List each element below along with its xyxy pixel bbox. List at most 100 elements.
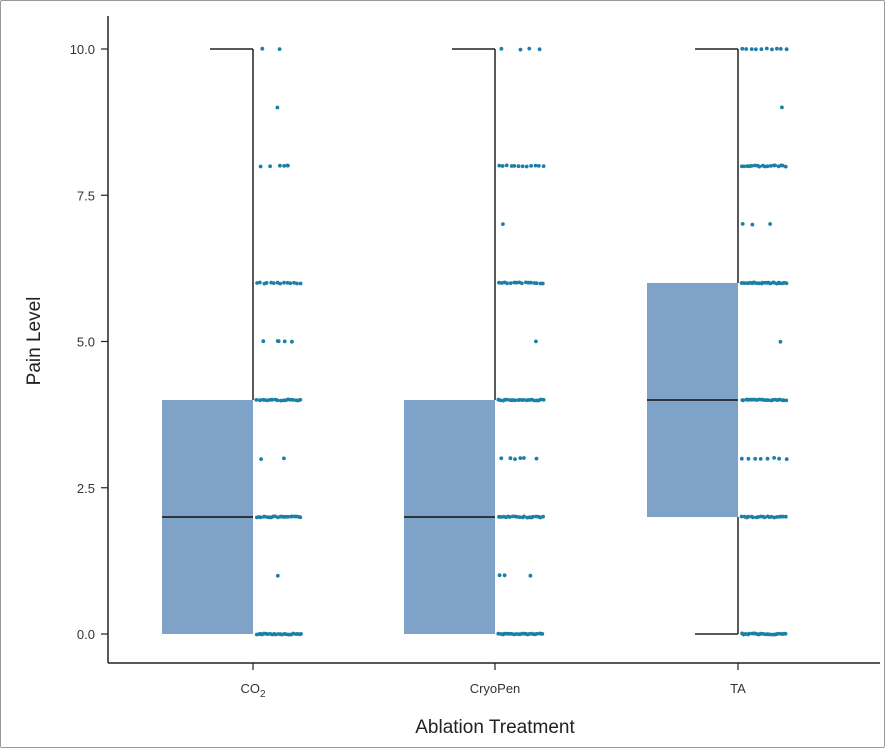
data-point-cryopen xyxy=(499,515,503,519)
data-point-ta xyxy=(764,46,769,51)
data-point-cryopen xyxy=(498,398,503,403)
data-point-co2 xyxy=(254,398,259,402)
data-point-cryopen xyxy=(520,281,524,286)
data-point-co2 xyxy=(282,164,286,168)
data-point-cryopen xyxy=(534,456,539,461)
data-point-co2 xyxy=(285,280,290,285)
data-point-cryopen xyxy=(516,164,521,169)
data-point-ta xyxy=(746,456,751,461)
data-point-co2 xyxy=(286,163,290,168)
data-point-cryopen xyxy=(531,514,535,519)
data-point-ta xyxy=(781,514,785,519)
data-point-cryopen xyxy=(505,281,509,286)
data-point-ta xyxy=(765,456,770,461)
data-point-cryopen xyxy=(497,573,502,578)
data-point-ta xyxy=(743,281,747,285)
data-point-cryopen xyxy=(501,222,505,227)
data-point-ta xyxy=(784,47,789,52)
y-axis-title: Pain Level xyxy=(24,297,45,386)
data-point-co2 xyxy=(295,281,299,286)
data-point-co2 xyxy=(286,514,290,519)
data-point-ta xyxy=(762,515,767,520)
data-point-cryopen xyxy=(537,47,542,52)
x-tick-label: CryoPen xyxy=(470,681,521,696)
data-point-co2 xyxy=(288,281,293,286)
data-point-cryopen xyxy=(538,397,543,402)
data-point-co2 xyxy=(258,164,263,169)
data-point-ta xyxy=(778,47,783,51)
data-point-ta xyxy=(740,46,745,51)
data-point-cryopen xyxy=(520,164,525,169)
data-point-cryopen xyxy=(532,398,537,403)
data-point-co2 xyxy=(258,280,262,285)
data-point-ta xyxy=(784,281,789,286)
x-tick-label-main: TA xyxy=(730,681,746,696)
y-tick-label: 5.0 xyxy=(77,335,95,350)
data-point-ta xyxy=(775,46,779,51)
data-point-cryopen xyxy=(529,280,533,285)
data-point-ta xyxy=(765,164,770,169)
data-point-ta xyxy=(783,164,788,169)
data-point-co2 xyxy=(298,281,303,286)
data-point-cryopen xyxy=(534,281,539,286)
data-point-co2 xyxy=(259,457,263,461)
data-point-cryopen xyxy=(540,281,545,286)
data-point-ta xyxy=(749,47,754,51)
data-point-co2 xyxy=(270,397,275,402)
data-point-cryopen xyxy=(526,280,531,285)
data-point-ta xyxy=(741,398,746,403)
data-point-co2 xyxy=(299,632,303,636)
data-point-cryopen xyxy=(499,46,504,51)
data-point-cryopen xyxy=(541,397,546,402)
data-point-ta xyxy=(770,47,774,52)
data-point-cryopen xyxy=(541,514,545,519)
data-point-cryopen xyxy=(541,164,546,169)
data-point-cryopen xyxy=(512,164,517,168)
data-point-cryopen xyxy=(514,280,519,285)
data-point-ta xyxy=(739,456,744,461)
data-point-cryopen xyxy=(517,515,522,520)
y-tick-label: 7.5 xyxy=(77,188,95,203)
data-point-cryopen xyxy=(529,164,533,168)
data-point-ta xyxy=(783,514,788,519)
y-tick-label: 2.5 xyxy=(77,481,95,496)
axes xyxy=(107,16,880,664)
data-point-co2 xyxy=(292,280,296,285)
data-point-cryopen xyxy=(507,515,512,519)
data-point-ta xyxy=(781,398,786,403)
x-tick-label: TA xyxy=(730,681,746,696)
data-point-co2 xyxy=(282,339,287,344)
data-point-ta xyxy=(775,631,780,636)
x-tick-label-main: CO xyxy=(240,681,260,696)
data-point-co2 xyxy=(271,281,276,285)
data-point-co2 xyxy=(261,339,266,344)
data-point-cryopen xyxy=(518,47,523,52)
data-point-cryopen xyxy=(518,456,523,460)
x-tick-label-main: CryoPen xyxy=(470,681,521,696)
data-point-co2 xyxy=(282,280,286,285)
data-point-ta xyxy=(751,515,755,520)
data-point-ta xyxy=(768,281,773,286)
data-point-cryopen xyxy=(540,632,545,636)
data-point-ta xyxy=(777,456,781,461)
data-point-ta xyxy=(758,457,763,461)
data-point-ta xyxy=(749,164,754,168)
data-point-ta xyxy=(757,164,762,169)
data-point-co2 xyxy=(298,397,303,402)
data-point-co2 xyxy=(290,514,294,519)
data-point-cryopen xyxy=(534,339,538,344)
data-point-co2 xyxy=(262,514,267,519)
data-point-cryopen xyxy=(521,398,526,402)
data-point-ta xyxy=(780,163,785,168)
data-point-co2 xyxy=(278,398,283,403)
data-point-cryopen xyxy=(499,456,504,461)
data-point-cryopen xyxy=(524,164,529,169)
data-point-cryopen xyxy=(500,164,505,168)
data-point-cryopen xyxy=(505,397,509,402)
data-point-cryopen xyxy=(497,163,502,168)
data-point-ta xyxy=(759,47,764,52)
data-point-ta xyxy=(772,456,776,460)
data-point-co2 xyxy=(258,515,263,520)
data-point-ta xyxy=(780,105,784,110)
